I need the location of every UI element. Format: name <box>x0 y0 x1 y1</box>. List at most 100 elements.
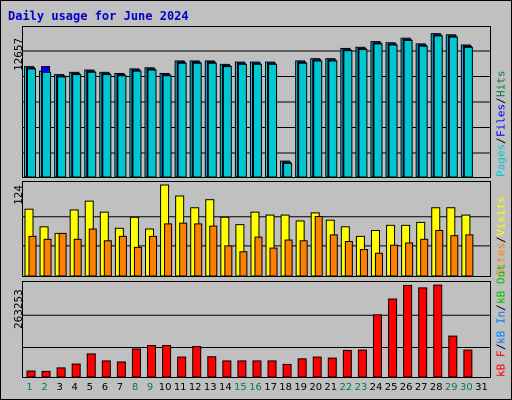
legend-visits: Visits <box>494 196 508 237</box>
x-tick-label: 9 <box>146 382 154 393</box>
bar-kbf-day-11 <box>177 356 187 377</box>
bar-pages-day-17 <box>268 63 278 177</box>
x-tick-label: 27 <box>414 382 428 393</box>
bar-sites-day-25 <box>390 244 399 276</box>
bar-sites-day-8 <box>133 246 142 276</box>
bar-kbf-day-12 <box>192 346 202 377</box>
bar-sites-day-19 <box>299 240 308 276</box>
bar-pages-day-11 <box>177 62 187 177</box>
bar-sites-day-5 <box>88 228 97 276</box>
bar-sites-day-20 <box>314 216 323 276</box>
hits-plot <box>23 33 490 177</box>
bar-kbf-day-28 <box>433 284 443 377</box>
bar-pages-day-1 <box>27 68 36 177</box>
bar-sites-day-6 <box>103 240 112 276</box>
bar-sites-day-27 <box>420 238 429 276</box>
bar-sites-day-1 <box>28 235 37 276</box>
bar-sites-day-24 <box>374 252 383 276</box>
x-tick-label: 25 <box>384 382 398 393</box>
x-tick-label: 18 <box>279 382 292 393</box>
x-tick-label: 7 <box>116 382 124 393</box>
bar-pages-day-6 <box>102 74 112 177</box>
bar-pages-day-27 <box>418 45 428 177</box>
bar-kbf-day-4 <box>71 363 81 377</box>
bar-kbf-day-20 <box>312 356 322 377</box>
legend-kbout: kB Out <box>494 264 508 305</box>
x-tick-label: 5 <box>86 382 93 393</box>
bar-pages-day-16 <box>252 63 262 177</box>
x-tick-label: 8 <box>131 382 139 393</box>
bar-kbf-day-27 <box>418 287 428 377</box>
bar-pages-day-2 <box>42 71 52 177</box>
bar-pages-day-3 <box>57 76 67 177</box>
bar-pages-day-29 <box>448 36 458 177</box>
bar-pages-day-7 <box>117 75 127 177</box>
x-tick-label: 12 <box>188 382 202 393</box>
x-tick-label: 11 <box>173 382 187 393</box>
bar-kbf-day-2 <box>41 370 51 377</box>
bar-pages-day-5 <box>87 71 97 177</box>
bar-pages-day-10 <box>162 75 172 177</box>
bar-pages-day-13 <box>207 62 217 177</box>
bar-kbf-day-7 <box>116 361 126 377</box>
chart-title: Daily usage for June 2024 <box>8 9 189 23</box>
visits-legend: Sites / Visits <box>494 196 508 277</box>
x-tick-label: 15 <box>234 382 247 393</box>
bar-pages-day-28 <box>433 35 443 177</box>
bar-pages-day-8 <box>132 70 142 177</box>
bar-kbf-day-22 <box>342 349 352 377</box>
x-tick-label: 21 <box>324 382 338 393</box>
bar-sites-day-18 <box>284 239 293 276</box>
bar-pages-day-20 <box>313 60 323 177</box>
bar-kbf-day-15 <box>237 360 247 377</box>
kbf-legend: kB F / kB In / kB Out <box>494 264 508 378</box>
bar-kbf-day-19 <box>297 358 307 377</box>
bar-sites-day-26 <box>405 242 414 276</box>
bar-pages-day-21 <box>328 60 338 177</box>
bar-kbf-day-21 <box>327 357 337 377</box>
bar-kbf-day-18 <box>282 363 292 377</box>
bar-pages-day-12 <box>192 62 202 177</box>
bar-kbf-day-1 <box>26 370 36 377</box>
bar-kbf-day-26 <box>403 284 413 377</box>
x-tick-label: 26 <box>399 382 413 393</box>
bar-kbf-day-3 <box>56 367 66 377</box>
bar-sites-day-2 <box>43 238 52 276</box>
bar-sites-day-10 <box>164 223 173 276</box>
bar-pages-day-24 <box>373 43 383 177</box>
kbf-plot <box>23 284 490 377</box>
legend-files: Files <box>494 104 508 138</box>
bar-kbf-day-5 <box>86 353 96 377</box>
x-tick-label: 30 <box>460 382 473 393</box>
bar-pages-day-15 <box>237 63 247 177</box>
bar-pages-day-30 <box>463 46 473 177</box>
x-axis-labels: 1 2 3 4 5 6 7 8 9 10 11 12 13 14 15 16 17 18 19 20 21 22 23 24 2… <box>22 382 491 398</box>
bar-sites-day-23 <box>359 249 368 276</box>
bar-sites-day-3 <box>58 232 67 276</box>
legend-kbf: kB F <box>494 350 508 378</box>
bar-pages-day-9 <box>147 69 157 177</box>
bar-sites-day-12 <box>194 223 203 276</box>
x-tick-label: 17 <box>264 382 277 393</box>
x-tick-label: 22 <box>339 382 353 393</box>
bar-sites-day-29 <box>450 235 459 276</box>
hits-legend: Pages / Files / Hits <box>494 71 508 177</box>
bar-kbf-day-8 <box>131 348 141 377</box>
x-tick-label: 4 <box>71 382 78 393</box>
bar-pages-day-26 <box>403 39 413 177</box>
x-tick-label: 2 <box>41 382 48 393</box>
x-tick-label: 13 <box>203 382 217 393</box>
bar-sites-day-14 <box>224 245 233 276</box>
bar-sites-day-13 <box>209 225 218 276</box>
bar-sites-day-17 <box>269 247 278 276</box>
bar-pages-day-23 <box>358 49 368 177</box>
kbf-panel <box>22 281 491 378</box>
bar-pages-day-4 <box>72 74 82 177</box>
x-tick-label: 29 <box>444 382 458 393</box>
x-tick-label: 10 <box>158 382 172 393</box>
bar-pages-day-19 <box>298 62 308 177</box>
legend-pages: Pages <box>494 143 508 177</box>
x-tick-label: 1 <box>26 382 33 393</box>
bar-sites-day-28 <box>435 230 444 276</box>
visits-panel <box>22 181 491 277</box>
